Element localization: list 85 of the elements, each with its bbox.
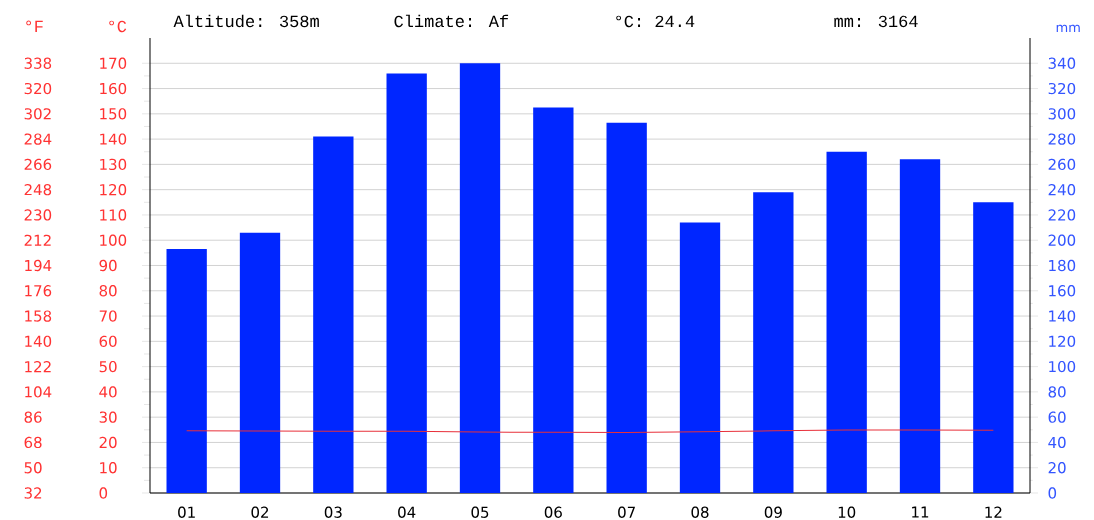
y3-tick-label: 338	[24, 57, 52, 69]
x-tick-label: 04	[398, 506, 416, 518]
text: °C: 24.4	[616, 15, 695, 28]
y3-tick-label: 176	[25, 285, 52, 297]
y2-tick-label: 40	[1048, 436, 1066, 449]
x-tick-label: 02	[251, 506, 269, 518]
bar	[459, 63, 501, 493]
bar	[533, 107, 574, 493]
y-tick-label: 50	[99, 360, 117, 373]
text: Altitude: 358m	[173, 14, 319, 28]
bar	[973, 202, 1014, 493]
y2-tick-label: 120	[1049, 335, 1076, 348]
y2-tick-label: 160	[1049, 285, 1076, 297]
y-tick-label: 150	[100, 108, 127, 120]
y-tick-label: 90	[99, 259, 117, 272]
y2-tick-label: 0	[1048, 487, 1057, 499]
y-tick-label: 0	[99, 487, 108, 499]
x-tick-label: 12	[985, 506, 1002, 518]
y3-axis-title: °F	[26, 20, 43, 32]
y-tick-label: 60	[99, 335, 117, 348]
y-tick-label: 170	[100, 57, 127, 69]
bar	[313, 136, 354, 493]
y2-tick-label: 320	[1048, 82, 1076, 95]
text: mm: 3164	[834, 15, 918, 28]
y3-tick-label: 158	[25, 310, 52, 322]
bar	[679, 222, 721, 493]
y3-tick-label: 140	[25, 335, 52, 348]
y3-tick-label: 302	[24, 108, 51, 120]
y3-tick-label: 284	[24, 133, 52, 145]
y-tick-label: 20	[99, 436, 117, 449]
y3-tick-label: 194	[25, 259, 52, 272]
y-tick-label: 120	[100, 183, 127, 196]
y2-tick-label: 220	[1048, 209, 1076, 221]
y3-tick-label: 104	[25, 386, 52, 398]
bar	[826, 151, 867, 493]
y3-tick-label: 122	[25, 361, 51, 373]
bar	[899, 159, 941, 493]
x-tick-label: 08	[691, 506, 709, 518]
y2-tick-label: 80	[1048, 386, 1066, 398]
y3-tick-label: 320	[24, 82, 52, 95]
y2-tick-label: 140	[1049, 310, 1076, 322]
y2-tick-label: 180	[1049, 259, 1076, 272]
y-tick-label: 160	[100, 82, 127, 95]
x-tick-label: 05	[471, 506, 489, 518]
y-tick-label: 40	[99, 386, 117, 398]
text: Climate: Af	[394, 14, 509, 28]
y-tick-label: 130	[100, 158, 127, 171]
y3-tick-label: 212	[24, 234, 51, 246]
bar	[606, 122, 647, 493]
bar	[386, 73, 427, 493]
y3-tick-label: 248	[24, 183, 52, 196]
x-tick-label: 11	[912, 506, 929, 518]
y2-tick-label: 260	[1048, 158, 1076, 171]
y2-tick-label: 240	[1048, 183, 1076, 196]
y-axis-title: °C	[109, 20, 127, 33]
y-tick-label: 10	[100, 462, 117, 474]
y3-tick-label: 68	[24, 436, 42, 449]
y3-tick-label: 230	[24, 209, 52, 221]
y-tick-label: 30	[99, 411, 117, 423]
x-tick-label: 07	[618, 506, 635, 518]
y2-tick-label: 20	[1048, 462, 1066, 474]
y2-tick-label: 200	[1048, 234, 1076, 246]
y-tick-label: 100	[100, 234, 127, 246]
bar	[239, 232, 281, 493]
y2-tick-label: 340	[1048, 57, 1076, 69]
y2-tick-label: 300	[1048, 108, 1076, 120]
y3-tick-label: 86	[24, 411, 42, 423]
y-tick-label: 70	[99, 310, 117, 322]
y2-tick-label: 60	[1048, 411, 1066, 423]
y2-tick-label: 100	[1049, 360, 1076, 373]
bar	[166, 249, 207, 493]
x-tick-label: 03	[324, 506, 342, 518]
y-tick-label: 140	[100, 133, 127, 145]
y3-tick-label: 32	[24, 487, 42, 499]
x-tick-label: 06	[544, 506, 562, 518]
y2-tick-label: 280	[1048, 133, 1076, 145]
x-tick-label: 09	[764, 506, 782, 518]
y2-axis-title: mm	[1056, 24, 1080, 32]
y-tick-label: 110	[100, 209, 127, 221]
bar	[753, 192, 794, 493]
y-tick-label: 80	[99, 285, 117, 297]
y3-tick-label: 50	[24, 462, 42, 474]
x-tick-label: 01	[178, 506, 195, 518]
y3-tick-label: 266	[24, 158, 52, 171]
x-tick-label: 10	[838, 506, 856, 518]
